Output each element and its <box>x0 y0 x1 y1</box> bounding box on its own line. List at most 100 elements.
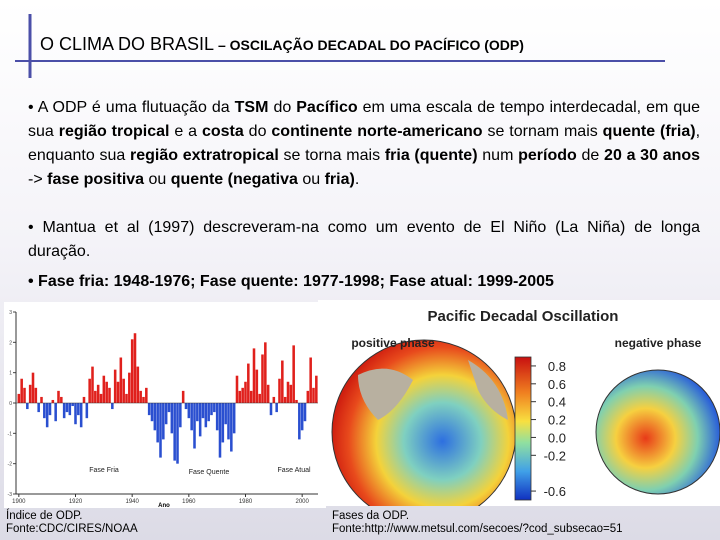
bar <box>306 390 310 403</box>
annotation: Fase Quente <box>189 469 230 476</box>
bar <box>145 387 148 403</box>
bar <box>96 384 100 403</box>
bar <box>232 403 236 434</box>
bar <box>198 403 202 437</box>
bold-text: período <box>518 147 577 164</box>
bar <box>201 403 205 419</box>
colorbar-tick-label: 0.4 <box>548 395 566 410</box>
text: ou <box>144 171 171 188</box>
colorbar-tick-label: -0.6 <box>544 484 566 499</box>
bar <box>238 390 242 403</box>
bold-text: fria) <box>324 171 355 188</box>
bar <box>181 390 185 403</box>
text: do <box>268 99 297 116</box>
bold-text: região extratropical <box>129 147 279 164</box>
colorbar-tick-label: 0.0 <box>548 430 566 445</box>
text: ou <box>297 171 325 188</box>
bar <box>51 399 55 403</box>
text: . <box>354 171 360 188</box>
text: • Mantua et al (1997) descreveram-na com… <box>28 219 700 260</box>
bar <box>196 403 199 422</box>
positive-label: positive phase <box>351 336 435 350</box>
bar <box>153 403 157 431</box>
bar <box>60 396 63 403</box>
bar <box>133 333 137 403</box>
bold-text: quente (fria) <box>602 123 696 140</box>
x-tick-label: 1920 <box>69 499 83 505</box>
bar <box>150 403 154 422</box>
bar <box>40 396 43 403</box>
bar <box>20 378 23 403</box>
y-tick-label: 0 <box>9 401 12 407</box>
bar <box>241 387 244 403</box>
bar <box>264 342 267 403</box>
bar <box>147 403 151 416</box>
bar <box>74 403 77 425</box>
bar <box>275 403 278 413</box>
bold-text: quente (negativa <box>170 171 298 188</box>
text: em uma escala de tempo interdecadal, em … <box>28 99 701 140</box>
bar <box>48 403 52 416</box>
bold-text: região tropical <box>58 123 170 140</box>
x-tick-label: 2000 <box>295 499 309 505</box>
bar <box>292 345 295 403</box>
bar <box>210 403 213 416</box>
bar <box>309 357 312 403</box>
bar <box>235 375 239 403</box>
x-tick-label: 1940 <box>125 499 139 505</box>
y-tick-label: 3 <box>9 310 12 316</box>
bar <box>116 381 120 403</box>
bar <box>162 403 165 440</box>
bar <box>173 403 176 461</box>
bold-text: TSM <box>234 99 269 116</box>
bar <box>79 403 83 428</box>
bar <box>187 403 191 419</box>
bar <box>221 403 225 443</box>
bar <box>312 387 315 403</box>
colorbar-tick-label: -0.2 <box>544 448 566 463</box>
bar <box>298 403 301 440</box>
bar <box>218 403 222 458</box>
text: -> <box>28 171 48 188</box>
bar <box>247 363 250 403</box>
bar <box>65 403 69 413</box>
text: se torna mais <box>278 147 385 164</box>
bar <box>261 354 264 403</box>
bar <box>102 375 106 403</box>
pdo-maps: Pacific Decadal Oscillation positive pha… <box>318 300 720 506</box>
land <box>358 360 508 420</box>
bold-text: • Fase fria: 1948-1976; Fase quente: 197… <box>28 273 554 290</box>
bar <box>156 403 159 443</box>
negative-label: negative phase <box>615 336 702 350</box>
pdo-index-chart: -3 -2 -1 0 1 2 3 1900 1920 1940 1960 1980 2000 Ano Fas… <box>4 302 326 508</box>
bar <box>167 403 171 413</box>
y-tick-label: 2 <box>9 340 12 346</box>
bar <box>31 372 35 403</box>
bar <box>278 378 281 403</box>
bar <box>227 403 230 440</box>
bar <box>105 381 108 403</box>
bar <box>82 396 86 403</box>
bar <box>45 403 49 428</box>
bar <box>130 339 134 403</box>
bar <box>34 387 38 403</box>
colorbar-tick-label: 0.8 <box>548 359 566 374</box>
bar <box>303 403 307 422</box>
bar <box>176 403 179 464</box>
bar <box>252 348 256 403</box>
text: num <box>477 147 519 164</box>
slide-title: O CLIMA DO BRASIL – OSCILAÇÃO DECADAL DO… <box>40 34 524 55</box>
bar <box>295 399 298 403</box>
bold-text: fria (quente) <box>384 147 478 164</box>
x-axis-label: Ano <box>158 503 170 508</box>
text: e a <box>169 123 202 140</box>
bar <box>94 390 97 403</box>
bar <box>281 360 284 403</box>
bar <box>122 378 125 403</box>
caption-line: Fases da ODP. <box>332 510 410 522</box>
bar <box>244 381 247 403</box>
bar <box>71 403 74 407</box>
caption-line: Índice de ODP. <box>6 510 83 522</box>
bar <box>57 390 60 403</box>
bar <box>190 403 193 431</box>
